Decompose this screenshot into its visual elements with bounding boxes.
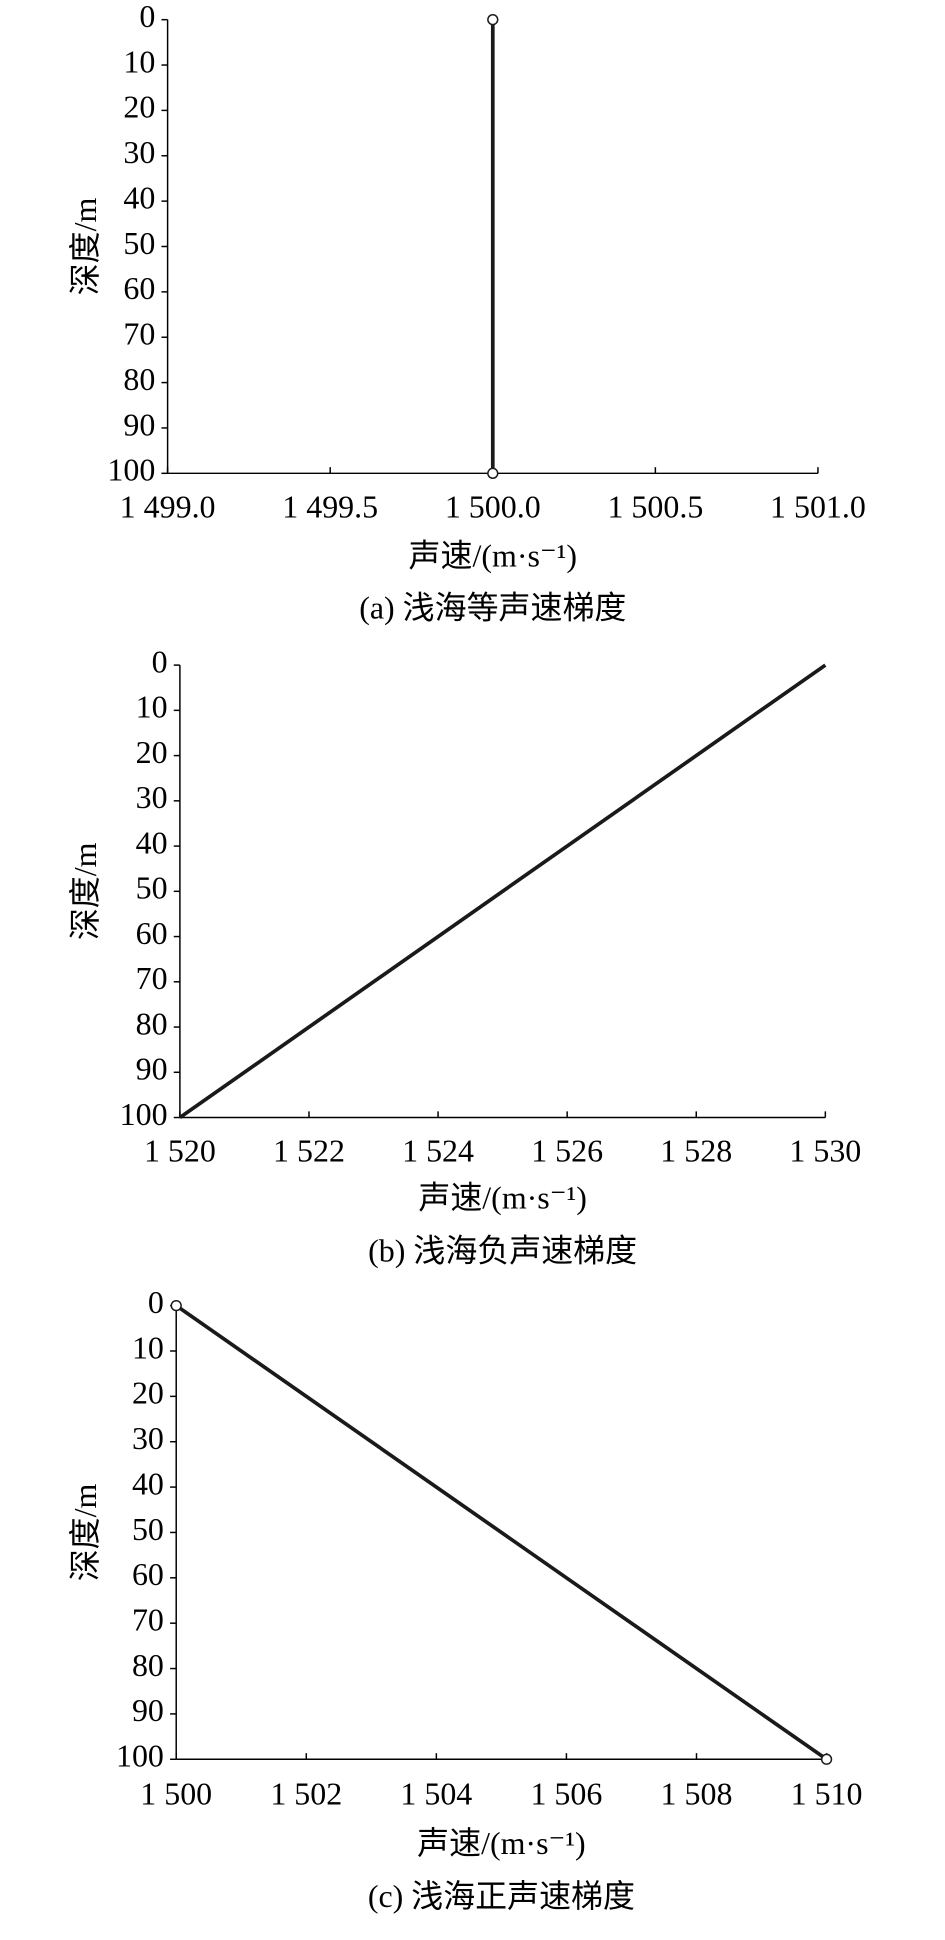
y-tick-label: 60 bbox=[136, 916, 168, 951]
y-tick-label: 70 bbox=[132, 1603, 164, 1638]
y-tick-label: 10 bbox=[132, 1330, 164, 1365]
y-tick-label: 70 bbox=[123, 317, 155, 352]
x-tick-label: 1 524 bbox=[402, 1134, 474, 1169]
x-tick-label: 1 500.0 bbox=[445, 490, 541, 525]
y-tick-label: 20 bbox=[136, 735, 168, 770]
x-tick-label: 1 530 bbox=[789, 1134, 861, 1169]
x-axis-title: 声速/(m·s⁻¹) bbox=[418, 1180, 586, 1215]
y-tick-label: 30 bbox=[136, 780, 168, 815]
y-tick-label: 90 bbox=[123, 407, 155, 442]
data-line bbox=[175, 1304, 828, 1761]
x-tick-label: 1 502 bbox=[270, 1777, 342, 1812]
data-line bbox=[178, 663, 827, 1120]
y-tick-label: 70 bbox=[136, 961, 168, 996]
chart-caption: (c) 浅海正声速梯度 bbox=[368, 1879, 635, 1914]
y-tick-label: 0 bbox=[139, 0, 155, 34]
x-tick-label: 1 526 bbox=[531, 1134, 603, 1169]
y-tick-label: 20 bbox=[123, 90, 155, 125]
y-tick-label: 0 bbox=[148, 1285, 164, 1320]
y-tick-label: 60 bbox=[132, 1557, 164, 1592]
x-tick-label: 1 520 bbox=[144, 1134, 216, 1169]
y-tick-label: 50 bbox=[136, 871, 168, 906]
y-tick-label: 100 bbox=[107, 453, 155, 488]
data-point bbox=[487, 467, 499, 479]
y-tick-label: 20 bbox=[132, 1376, 164, 1411]
y-tick-label: 100 bbox=[116, 1739, 164, 1774]
y-tick-label: 30 bbox=[132, 1421, 164, 1456]
x-tick-label: 1 508 bbox=[661, 1777, 733, 1812]
y-tick-label: 0 bbox=[152, 644, 168, 679]
y-tick-label: 50 bbox=[132, 1512, 164, 1547]
x-tick-label: 1 506 bbox=[530, 1777, 602, 1812]
y-axis-title: 深度/m bbox=[68, 198, 103, 296]
y-tick-label: 50 bbox=[123, 226, 155, 261]
y-tick-label: 10 bbox=[123, 44, 155, 79]
y-tick-label: 40 bbox=[123, 180, 155, 215]
x-tick-label: 1 499.5 bbox=[282, 490, 378, 525]
y-axis-title: 深度/m bbox=[68, 842, 103, 940]
chart-caption: (b) 浅海负声速梯度 bbox=[368, 1233, 637, 1268]
x-tick-label: 1 499.0 bbox=[120, 490, 216, 525]
y-tick-label: 60 bbox=[123, 271, 155, 306]
y-tick-label: 40 bbox=[132, 1466, 164, 1501]
x-tick-label: 1 522 bbox=[273, 1134, 345, 1169]
y-tick-label: 90 bbox=[132, 1693, 164, 1728]
chart-caption: (a) 浅海等声速梯度 bbox=[359, 590, 626, 625]
x-tick-label: 1 504 bbox=[400, 1777, 472, 1812]
data-point bbox=[820, 1753, 833, 1765]
y-tick-label: 80 bbox=[136, 1006, 168, 1041]
x-tick-label: 1 510 bbox=[791, 1777, 863, 1812]
y-axis-title: 深度/m bbox=[68, 1483, 103, 1581]
x-tick-label: 1 500.5 bbox=[607, 490, 703, 525]
x-tick-label: 1 501.0 bbox=[770, 490, 866, 525]
data-point bbox=[170, 1299, 182, 1312]
x-axis-title: 声速/(m·s⁻¹) bbox=[417, 1826, 585, 1861]
y-tick-label: 10 bbox=[136, 690, 168, 725]
x-tick-label: 1 500 bbox=[140, 1777, 212, 1812]
y-tick-label: 40 bbox=[136, 825, 168, 860]
data-point bbox=[487, 14, 499, 26]
y-tick-label: 100 bbox=[120, 1097, 168, 1132]
x-axis-title: 声速/(m·s⁻¹) bbox=[409, 539, 577, 574]
y-tick-label: 80 bbox=[123, 362, 155, 397]
x-tick-label: 1 528 bbox=[660, 1134, 732, 1169]
y-tick-label: 80 bbox=[132, 1648, 164, 1683]
y-tick-label: 30 bbox=[123, 135, 155, 170]
y-tick-label: 90 bbox=[136, 1052, 168, 1087]
